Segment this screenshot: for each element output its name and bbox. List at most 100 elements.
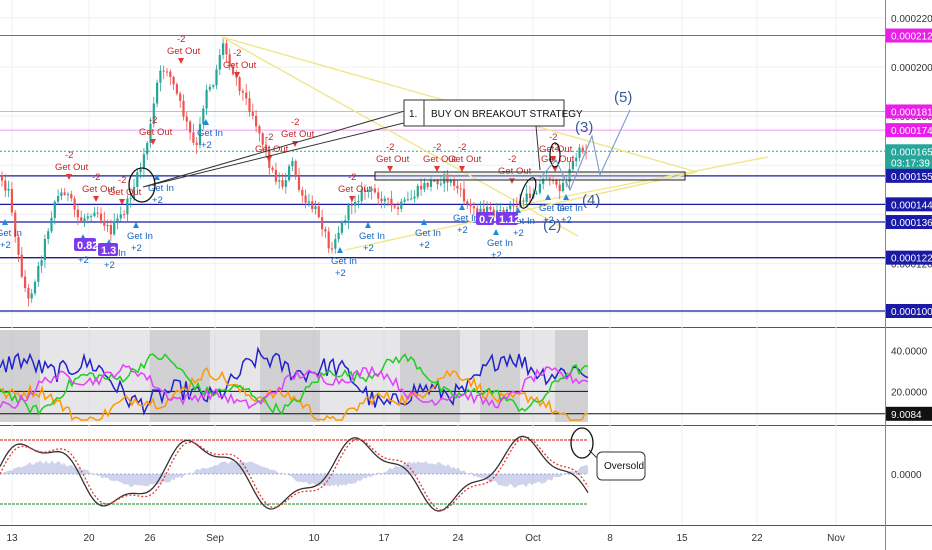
candlestick xyxy=(327,227,330,254)
candle-body xyxy=(192,132,195,143)
candlestick xyxy=(380,191,383,209)
candlestick xyxy=(136,169,139,193)
get-in-count: +2 xyxy=(335,268,346,279)
candlestick xyxy=(10,182,13,217)
get-out-count: -2 xyxy=(549,132,557,143)
get-out-count: -2 xyxy=(551,142,559,153)
candle-body xyxy=(225,43,228,55)
candlestick xyxy=(73,195,76,218)
candle-body xyxy=(258,126,261,134)
candlestick xyxy=(116,213,119,230)
strategy-label-box xyxy=(423,99,565,127)
candle-body xyxy=(222,43,225,55)
candlestick xyxy=(578,144,581,162)
candle-body xyxy=(571,161,574,170)
candlestick xyxy=(453,175,456,191)
get-out-label: Get Out xyxy=(376,154,410,165)
get-out-arrow xyxy=(552,166,558,172)
candlestick xyxy=(40,255,43,273)
get-in-count: +2 xyxy=(419,240,430,251)
candlestick xyxy=(17,234,20,262)
get-in-signal: Get In+2 xyxy=(197,119,223,151)
oversold-circle xyxy=(570,427,594,459)
candlestick xyxy=(284,172,287,194)
candle-body xyxy=(24,276,27,289)
candlestick xyxy=(37,261,40,287)
get-in-count: +2 xyxy=(201,140,212,151)
get-in-count: +2 xyxy=(363,243,374,254)
get-out-arrow xyxy=(434,166,440,172)
candle-body xyxy=(205,89,208,109)
get-out-arrow xyxy=(66,174,72,180)
candlestick xyxy=(162,65,165,80)
price-tag xyxy=(886,215,932,230)
candlestick xyxy=(558,178,561,200)
candle-body xyxy=(20,254,23,277)
candlestick xyxy=(344,215,347,226)
candle-body xyxy=(499,209,502,211)
get-out-arrow xyxy=(266,156,272,162)
candlestick xyxy=(172,75,175,91)
get-out-count: -2 xyxy=(265,132,273,143)
candle-body xyxy=(370,188,373,191)
candle-body xyxy=(109,225,112,235)
candlestick xyxy=(218,48,221,76)
get-in-label: Get In xyxy=(487,238,513,249)
candle-body xyxy=(321,217,324,230)
candlestick xyxy=(149,117,152,148)
osc2-tick-label: 0.0000 xyxy=(891,470,922,481)
get-out-count: -2 xyxy=(177,34,185,45)
candlestick xyxy=(70,190,73,202)
get-out-label: Get Out xyxy=(423,154,457,165)
candlestick xyxy=(192,123,195,146)
candlestick xyxy=(413,190,416,203)
candle-body xyxy=(357,200,360,203)
candlestick xyxy=(139,162,142,179)
candle-body xyxy=(60,192,63,196)
candle-body xyxy=(413,196,416,199)
osc1-tick-label: 20.0000 xyxy=(891,387,928,398)
candlestick xyxy=(420,178,423,196)
candle-body xyxy=(271,167,274,170)
candlestick xyxy=(426,181,429,191)
get-out-arrow xyxy=(459,166,465,172)
candlestick xyxy=(383,195,386,209)
candle-body xyxy=(449,180,452,183)
candlestick xyxy=(396,201,400,216)
highlight-circle xyxy=(128,167,156,203)
candlestick xyxy=(581,144,584,155)
candlestick xyxy=(294,159,297,180)
candle-body xyxy=(304,195,307,203)
candlestick xyxy=(238,76,241,96)
candle-body xyxy=(377,192,380,199)
candle-body xyxy=(426,182,429,187)
candle-body xyxy=(99,213,103,221)
candle-body xyxy=(297,176,301,190)
get-in-arrow xyxy=(545,194,551,200)
candle-body xyxy=(248,98,251,112)
candle-body xyxy=(139,169,142,173)
candlestick xyxy=(33,279,37,296)
price-tag-label: 0.0001819 xyxy=(891,107,932,118)
get-out-count: -2 xyxy=(291,117,299,128)
breakout-line xyxy=(519,156,769,206)
candle-body xyxy=(7,188,10,191)
get-in-arrow xyxy=(421,219,427,225)
candlestick xyxy=(169,69,172,86)
candlestick xyxy=(90,213,93,222)
candle-body xyxy=(466,201,469,204)
candle-body xyxy=(354,202,357,206)
osc1-shading-band xyxy=(400,330,460,422)
price-tag xyxy=(886,123,932,138)
get-out-label: Get Out xyxy=(82,184,116,195)
candle-body xyxy=(558,184,561,192)
highlight-circle xyxy=(549,142,561,168)
